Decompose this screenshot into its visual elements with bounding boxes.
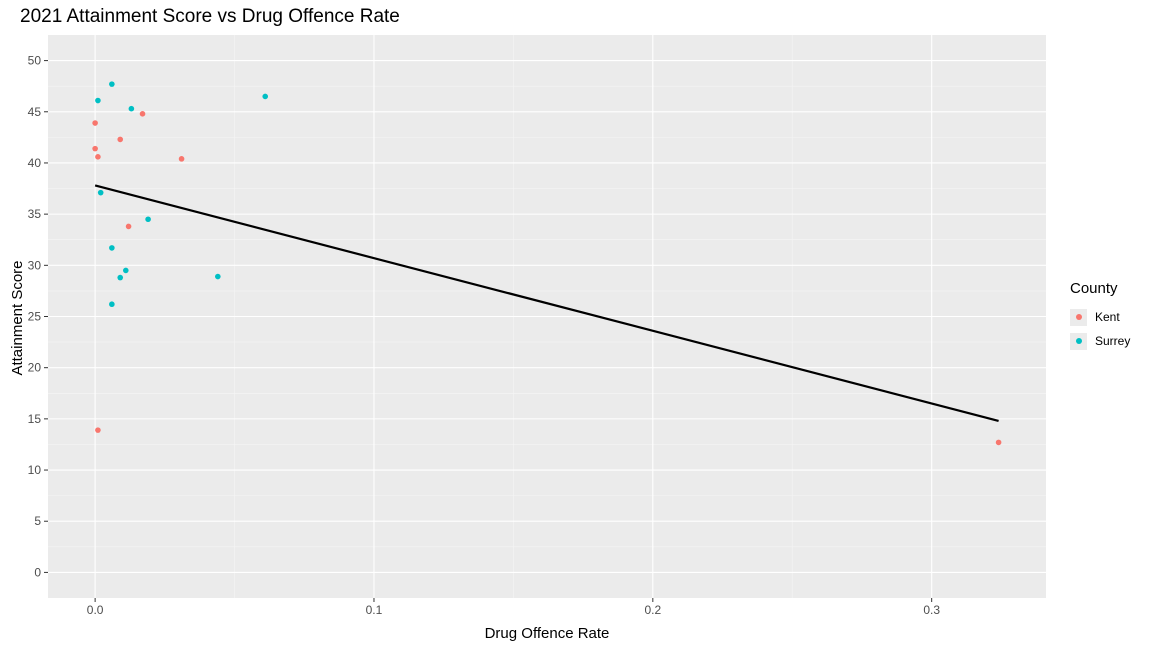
y-tick-label: 15 [28, 412, 42, 426]
x-tick-label: 0.2 [644, 603, 661, 617]
data-point-surrey [128, 105, 135, 112]
x-tick-label: 0.0 [87, 603, 104, 617]
minor-grid [48, 35, 1046, 598]
legend-label-surrey: Surrey [1095, 334, 1131, 348]
data-point-kent [92, 145, 98, 152]
legend-marker-surrey [1075, 338, 1082, 344]
data-point-surrey [109, 301, 115, 308]
legend-item-surrey: Surrey [1070, 329, 1130, 353]
points-layer [92, 81, 1002, 446]
data-point-surrey [122, 267, 129, 274]
y-tick-label: 40 [28, 156, 42, 170]
y-tick-label: 30 [28, 258, 42, 272]
legend-marker-kent [1075, 314, 1082, 320]
data-point-surrey [109, 81, 115, 87]
data-point-kent [125, 223, 132, 230]
y-tick-label: 35 [28, 207, 42, 221]
trend-layer [94, 184, 999, 422]
y-tick-label: 25 [28, 310, 42, 324]
legend-title: County [1070, 280, 1118, 297]
x-tick-label: 0.3 [923, 603, 940, 617]
axis-ticks [44, 60, 933, 602]
trend-line [94, 184, 999, 422]
data-point-kent [95, 154, 101, 160]
y-axis-title: Attainment Score [9, 260, 26, 375]
data-point-surrey [215, 273, 221, 280]
data-point-surrey [95, 97, 101, 104]
data-point-kent [92, 120, 98, 126]
y-tick-label: 10 [28, 463, 42, 477]
y-tick-label: 45 [28, 105, 42, 119]
legend-label-kent: Kent [1095, 310, 1120, 324]
data-point-surrey [262, 93, 269, 100]
y-tick-label: 5 [34, 514, 41, 528]
y-tick-label: 50 [28, 54, 42, 68]
data-point-kent [995, 439, 1002, 446]
data-point-kent [178, 156, 185, 162]
y-tick-label: 20 [28, 361, 42, 375]
tick-labels: 0 5 10 15 20 25 30 35 40 45 50 0.0 0.1 0.2 0.3 [28, 54, 941, 617]
data-point-surrey [145, 216, 151, 223]
x-axis-title: Drug Offence Rate [485, 625, 610, 642]
data-point-kent [117, 136, 124, 143]
data-point-surrey [97, 189, 104, 196]
x-tick-label: 0.1 [366, 603, 383, 617]
y-tick-label: 0 [34, 565, 41, 579]
major-grid [48, 35, 1046, 598]
legend-key-kent [1070, 308, 1087, 326]
data-point-kent [139, 111, 146, 117]
data-point-kent [95, 427, 101, 433]
data-point-surrey [117, 274, 124, 281]
legend: County Kent Surrey [1070, 280, 1130, 353]
legend-item-kent: Kent [1070, 305, 1130, 329]
legend-key-surrey [1070, 332, 1087, 350]
data-point-surrey [109, 245, 115, 251]
chart-title: 2021 Attainment Score vs Drug Offence Ra… [20, 6, 400, 27]
